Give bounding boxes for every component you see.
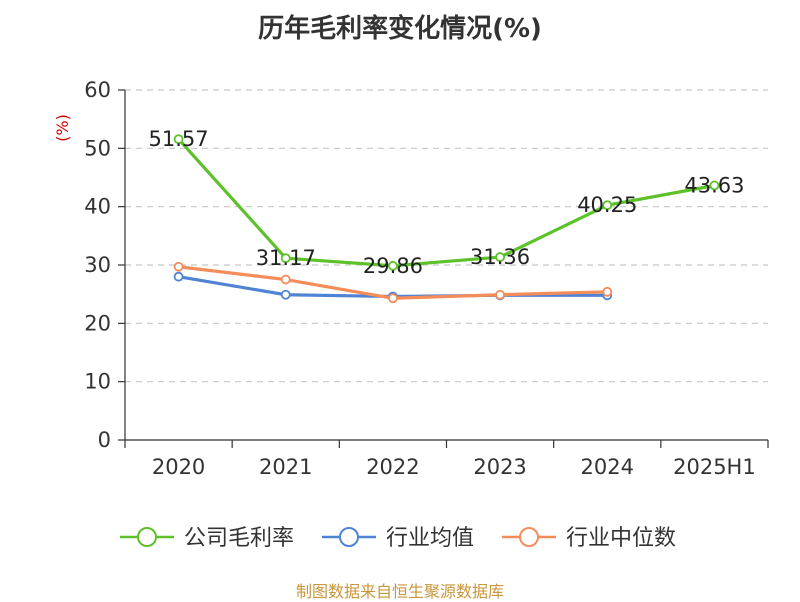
x-tick-label: 2025H1 [673, 455, 756, 479]
series-point [280, 274, 291, 285]
data-label: 40.25 [577, 193, 637, 217]
legend-label: 行业均值 [386, 526, 474, 551]
series-point [280, 289, 291, 300]
data-label: 31.36 [470, 245, 530, 269]
series-point [602, 200, 613, 211]
x-tick-label: 2023 [473, 455, 526, 479]
series-lines [173, 134, 720, 304]
data-labels: 51.57 31.17 29.86 31.36 40.25 43.63 [149, 127, 745, 278]
series-point [495, 289, 505, 300]
chart-title: 历年毛利率变化情况(%) [258, 14, 542, 44]
data-label: 43.63 [684, 173, 744, 197]
legend-marker [137, 527, 157, 547]
y-tick-label: 30 [84, 253, 111, 277]
legend-marker [339, 527, 359, 547]
y-tick-label: 0 [98, 428, 111, 452]
source-note: 制图数据来自恒生聚源数据库 [295, 582, 504, 601]
series-point [495, 252, 505, 262]
series-point [602, 286, 613, 297]
legend-label: 公司毛利率 [184, 526, 294, 551]
data-label: 31.17 [256, 246, 316, 270]
series-point [173, 134, 184, 145]
y-tick-label: 50 [84, 136, 111, 160]
series-point [280, 253, 291, 264]
axes: 0 10 20 30 40 50 60 (%) 2020 2021 2022 2023 2024 2025… [53, 78, 769, 479]
legend: 公司毛利率 行业均值 行业中位数 [120, 526, 676, 551]
series-point [173, 261, 184, 272]
x-tick-label: 2022 [366, 455, 419, 479]
series-point [388, 293, 398, 304]
legend-marker [519, 527, 539, 547]
series-line [177, 138, 715, 268]
x-tick-label: 2024 [581, 455, 634, 479]
y-axis-unit-label: (%) [53, 114, 72, 142]
x-tick-label: 2021 [259, 455, 312, 479]
series-point [709, 180, 720, 191]
series-point [173, 271, 184, 282]
y-tick-label: 60 [84, 78, 111, 102]
series-point [388, 260, 398, 271]
data-label: 29.86 [363, 254, 423, 278]
y-tick-label: 40 [84, 195, 111, 219]
y-tick-label: 10 [84, 370, 111, 394]
x-tick-label: 2020 [152, 455, 205, 479]
grid-lines [125, 89, 768, 383]
legend-label: 行业中位数 [566, 526, 676, 551]
data-label: 51.57 [149, 127, 209, 151]
y-tick-label: 20 [84, 311, 111, 335]
